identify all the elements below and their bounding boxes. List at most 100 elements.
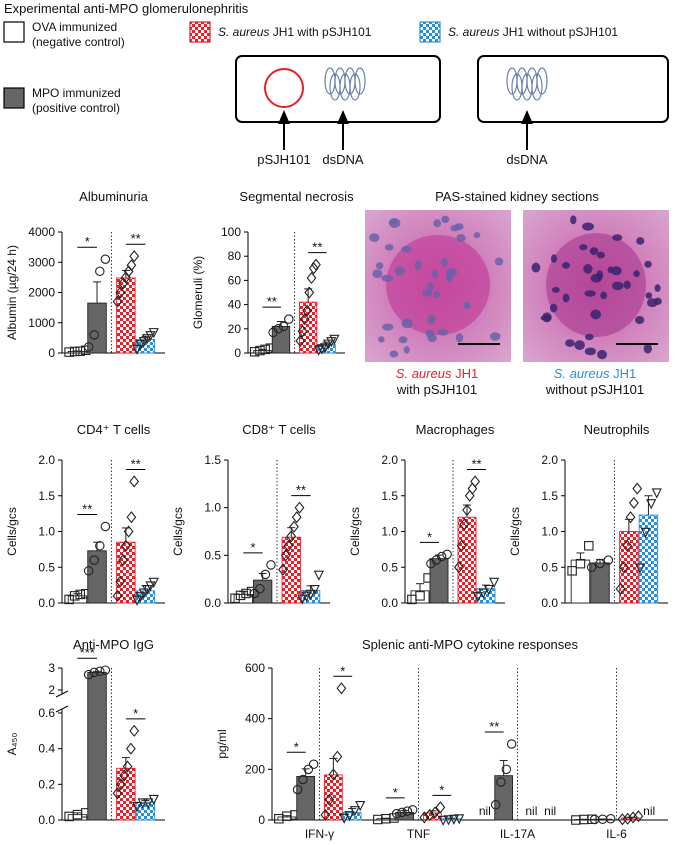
caption-italic: S. aureus bbox=[396, 366, 452, 381]
data-point bbox=[397, 807, 407, 818]
nucleus bbox=[549, 303, 558, 313]
nucleus bbox=[645, 292, 653, 299]
nucleus bbox=[378, 336, 385, 343]
data-point bbox=[297, 594, 308, 605]
nucleus bbox=[440, 257, 448, 267]
data-point bbox=[100, 254, 111, 264]
data-point bbox=[120, 539, 131, 552]
dna-loop bbox=[354, 67, 366, 95]
data-point bbox=[472, 592, 483, 603]
y-axis-label: Cells/gcs bbox=[171, 507, 185, 556]
y-tick-label: 40 bbox=[228, 298, 242, 312]
data-point bbox=[143, 798, 154, 809]
data-point bbox=[69, 591, 80, 601]
legend-label: MPO immunized bbox=[32, 86, 121, 100]
data-point bbox=[284, 314, 294, 324]
nucleus bbox=[562, 262, 570, 269]
x-tick-label: IFN-γ bbox=[305, 827, 334, 841]
diagram-label: dsDNA bbox=[322, 152, 364, 167]
data-point bbox=[148, 794, 159, 806]
nucleus bbox=[489, 332, 501, 341]
data-point bbox=[75, 589, 85, 600]
axis-break bbox=[55, 705, 69, 713]
y-tick-label: 0 bbox=[234, 346, 241, 360]
caption: S. aureus JH1 bbox=[554, 366, 636, 381]
nucleus bbox=[550, 254, 558, 263]
nucleus bbox=[607, 266, 615, 274]
nucleus bbox=[390, 218, 397, 225]
nucleus bbox=[422, 289, 433, 297]
data-point bbox=[308, 759, 319, 770]
nucleus bbox=[643, 343, 652, 354]
chart-title: Splenic anti-MPO cytokine responses bbox=[362, 637, 579, 652]
legend-italic: S. aureus bbox=[218, 25, 269, 39]
y-axis-label: pg/ml bbox=[215, 729, 229, 758]
data-point bbox=[407, 805, 418, 815]
bar bbox=[590, 562, 610, 604]
y-axis-label: Cells/gcs bbox=[5, 507, 19, 556]
data-point bbox=[294, 501, 305, 514]
caption-italic: S. aureus bbox=[554, 366, 610, 381]
bar bbox=[298, 301, 318, 354]
nucleus bbox=[596, 251, 605, 259]
nucleus bbox=[446, 272, 453, 283]
arrow-head bbox=[278, 110, 290, 124]
bar bbox=[87, 302, 107, 354]
data-point bbox=[145, 331, 156, 342]
data-point bbox=[131, 344, 143, 355]
legend-swatch bbox=[189, 21, 211, 43]
significance-label: ** bbox=[471, 456, 481, 471]
data-point bbox=[129, 724, 140, 737]
nucleus bbox=[611, 281, 624, 291]
y-tick-label: 0.5 bbox=[381, 560, 398, 574]
nucleus bbox=[401, 318, 413, 329]
data-point bbox=[430, 806, 440, 819]
data-point bbox=[273, 324, 284, 334]
legend-text: JH1 without pSJH101 bbox=[499, 25, 618, 39]
data-point bbox=[496, 777, 506, 787]
y-axis-label: Albumin (µg/24 h) bbox=[5, 245, 19, 340]
data-point bbox=[125, 742, 136, 755]
significance-label: * bbox=[133, 706, 138, 721]
data-point bbox=[138, 588, 149, 599]
legend-label: (positive control) bbox=[32, 101, 120, 115]
figure-title: Experimental anti-MPO glomerulonephritis bbox=[4, 1, 249, 16]
nucleus bbox=[455, 333, 464, 343]
nucleus bbox=[653, 297, 662, 305]
arrows bbox=[283, 120, 528, 150]
nucleus bbox=[590, 309, 602, 320]
data-point bbox=[324, 793, 335, 806]
y-tick-label: 2.0 bbox=[38, 453, 55, 467]
y-tick-label: 200 bbox=[245, 762, 265, 776]
data-point bbox=[138, 337, 149, 348]
value-label: nil bbox=[525, 804, 537, 818]
data-point bbox=[64, 594, 74, 605]
pas-title: PAS-stained kidney sections bbox=[435, 189, 599, 204]
chart-title: Albuminuria bbox=[79, 189, 148, 204]
nuclei bbox=[369, 215, 662, 360]
legend-italic: S. aureus bbox=[448, 25, 499, 39]
data-point bbox=[634, 563, 646, 574]
x-tick-label: TNF bbox=[407, 827, 430, 841]
nucleus bbox=[427, 334, 437, 343]
data-point bbox=[625, 511, 636, 524]
significance-label: ** bbox=[82, 501, 92, 516]
y-tick-label: 100 bbox=[221, 225, 241, 239]
data-point bbox=[633, 810, 644, 823]
data-point bbox=[605, 813, 616, 824]
data-point bbox=[112, 295, 123, 308]
significance-label: * bbox=[340, 663, 345, 678]
bar bbox=[429, 558, 449, 604]
data-point bbox=[415, 591, 425, 601]
legend-swatch bbox=[419, 21, 441, 43]
plasmid bbox=[264, 68, 304, 108]
y-tick-label: 20 bbox=[228, 322, 242, 336]
legend-label: (negative control) bbox=[32, 35, 125, 49]
data-point bbox=[148, 328, 159, 339]
data-point bbox=[280, 549, 291, 562]
data-point bbox=[131, 801, 143, 813]
nucleus bbox=[384, 244, 394, 251]
nucleus bbox=[389, 350, 399, 358]
significance-label: ** bbox=[131, 456, 141, 471]
nucleus bbox=[589, 247, 599, 256]
